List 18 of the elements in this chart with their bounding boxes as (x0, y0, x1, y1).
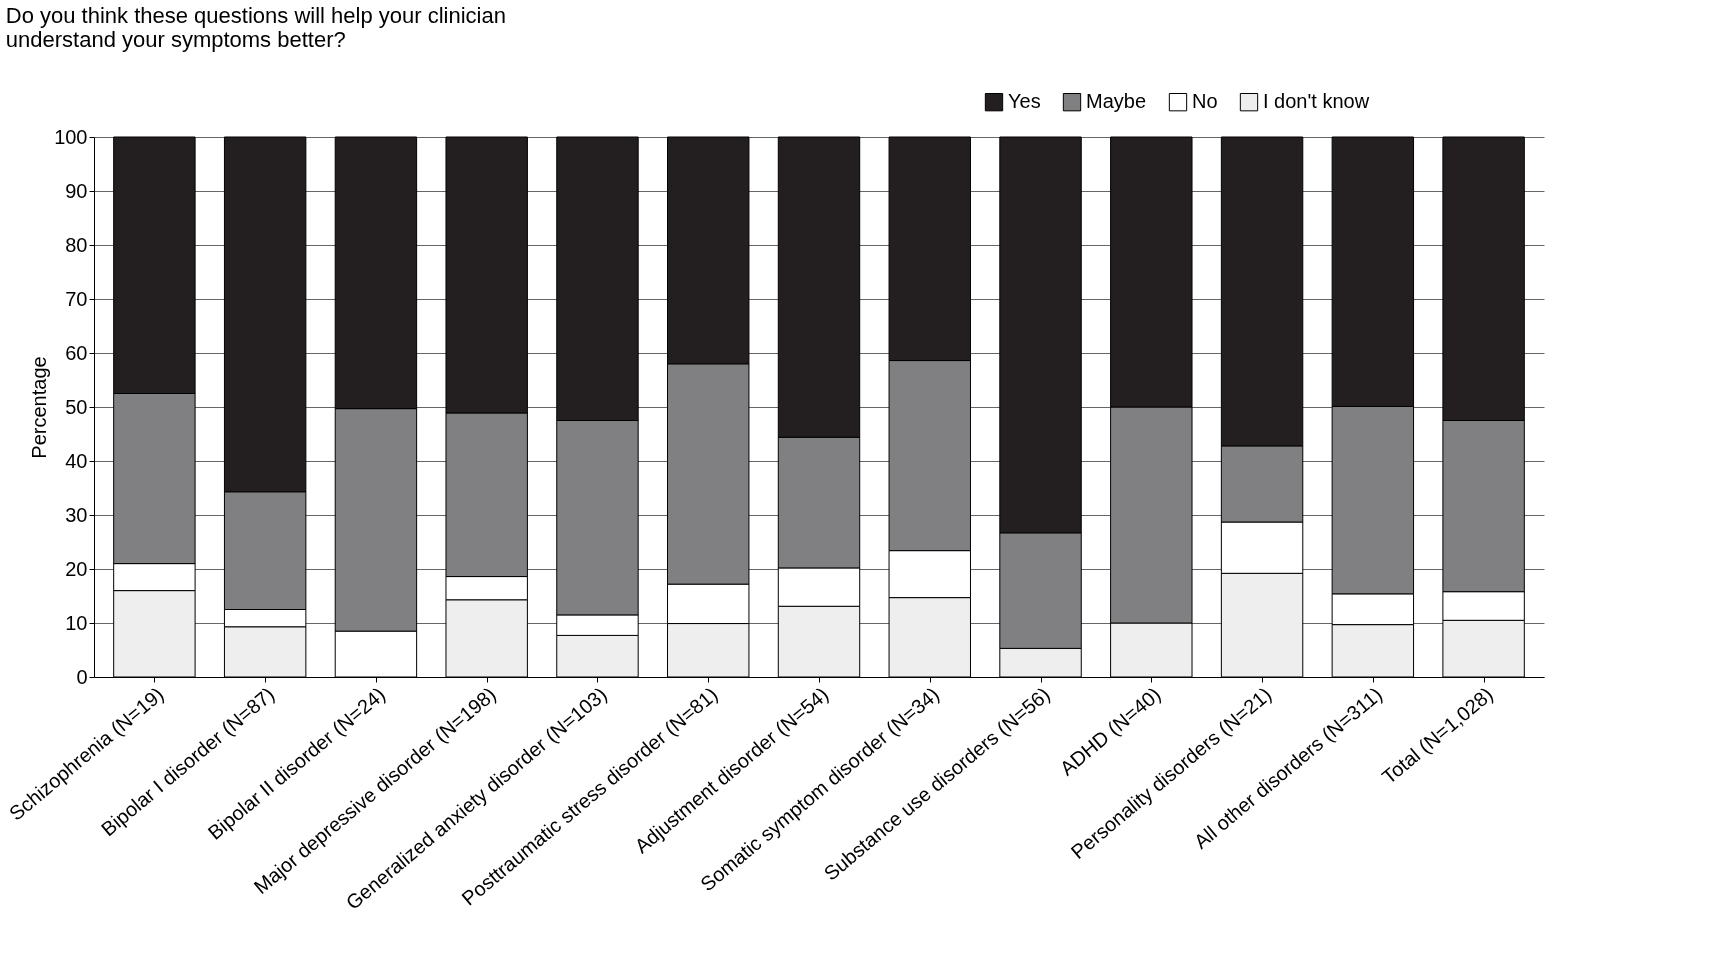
y-tick-label: 70 (65, 287, 88, 310)
legend-label: Yes (1008, 90, 1041, 113)
y-tick-label: 20 (65, 557, 88, 580)
y-tick-label: 100 (54, 125, 88, 148)
y-axis-title: Percentage (28, 356, 51, 459)
y-tick-label: 30 (65, 503, 88, 526)
y-tick-label: 90 (65, 179, 88, 202)
legend-label: No (1192, 90, 1218, 113)
y-tick-label: 80 (65, 233, 88, 256)
y-tick-label: 10 (65, 611, 88, 634)
text: understand your symptoms better? (5, 27, 346, 52)
y-tick-label: 0 (76, 665, 88, 688)
text: Do you think these questions will help your clinician (5, 3, 506, 28)
legend-label: Maybe (1086, 90, 1147, 113)
y-tick-label: 60 (65, 341, 88, 364)
y-tick-label: 50 (65, 395, 88, 418)
y-tick-label: 40 (65, 449, 88, 472)
legend-label: I don't know (1263, 90, 1370, 113)
